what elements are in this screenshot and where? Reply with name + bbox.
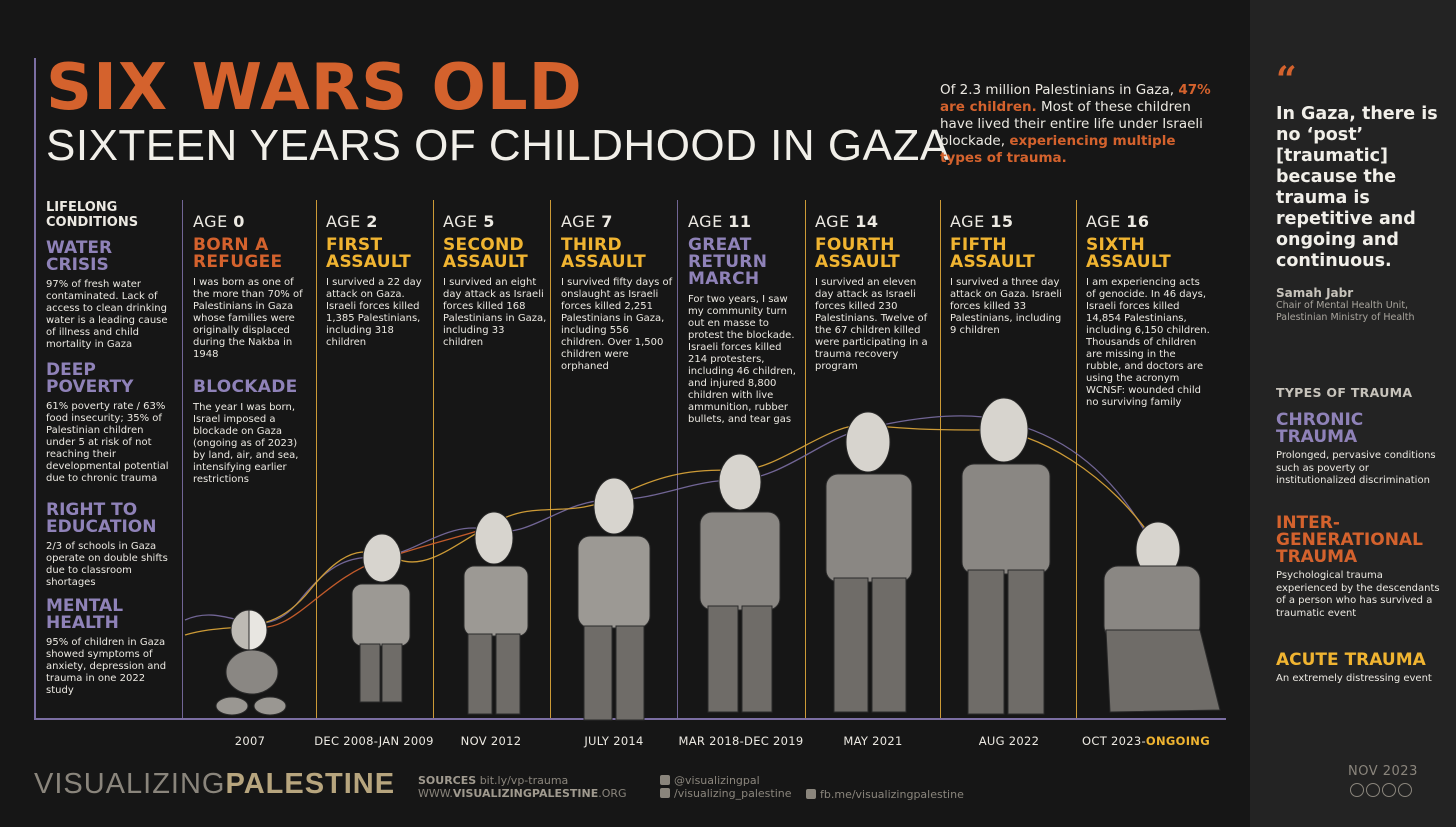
separator-line	[433, 200, 434, 718]
sidebar-panel	[1250, 0, 1456, 827]
child-figure-icon	[825, 411, 913, 713]
stage-age-2: AGE 2 FIRST ASSAULT I survived a 22 day …	[326, 212, 422, 348]
quote-author: Samah Jabr	[1276, 286, 1354, 300]
child-figure-icon	[351, 533, 411, 703]
site-link[interactable]: WWW.VISUALIZINGPALESTINE.ORG	[418, 787, 627, 800]
instagram-icon	[660, 788, 670, 798]
stage-date: MAY 2021	[843, 734, 903, 748]
condition-water: WATER CRISIS 97% of fresh water contamin…	[46, 238, 168, 351]
trauma-types-heading: TYPES OF TRAUMA	[1276, 385, 1413, 400]
main-panel: SIX WARS OLD SIXTEEN YEARS OF CHILDHOOD …	[34, 51, 1226, 801]
separator-line	[182, 200, 183, 718]
quote-author-role: Chair of Mental Health Unit, Palestinian…	[1276, 300, 1415, 323]
stage-date: NOV 2012	[460, 734, 522, 748]
condition-education: RIGHT TO EDUCATION 2/3 of schools in Gaz…	[46, 500, 168, 589]
lifelong-heading: LIFELONG CONDITIONS	[46, 200, 139, 230]
stage-age-0: AGE 0 BORN A REFUGEE I was born as one o…	[193, 212, 303, 485]
child-figure-icon	[463, 511, 529, 715]
page-subtitle: SIXTEEN YEARS OF CHILDHOOD IN GAZA	[46, 121, 950, 170]
stage-date: DEC 2008-JAN 2009	[314, 734, 434, 748]
sources-link[interactable]: bit.ly/vp-trauma	[479, 774, 569, 787]
stage-age-5: AGE 5 SECOND ASSAULT I survived an eight…	[443, 212, 547, 348]
date-stamp: NOV 2023	[1348, 764, 1418, 779]
stage-age-11: AGE 11 GREAT RETURN MARCH For two years,…	[688, 212, 796, 425]
child-figure-icon	[961, 397, 1051, 715]
separator-line	[940, 200, 941, 718]
trauma-type-chronic: CHRONIC TRAUMA Prolonged, pervasive cond…	[1276, 410, 1436, 487]
quote-text: In Gaza, there is no ‘post’ [traumatic] …	[1276, 104, 1438, 271]
stage-date: 2007	[234, 734, 266, 748]
stage-age-7: AGE 7 THIRD ASSAULT I survived fifty day…	[561, 212, 673, 372]
trauma-type-acute: ACUTE TRAUMA An extremely distressing ev…	[1276, 650, 1432, 685]
child-figure-icon	[1103, 521, 1221, 713]
quote-icon: “	[1276, 59, 1297, 101]
separator-line	[1076, 200, 1077, 718]
stage-date: JULY 2014	[584, 734, 644, 748]
left-accent-line	[34, 58, 36, 720]
child-figure-icon	[699, 453, 781, 713]
instagram-link[interactable]: /visualizing_palestine	[674, 787, 792, 800]
condition-mental-health: MENTAL HEALTH 95% of children in Gaza sh…	[46, 596, 167, 697]
stage-age-14: AGE 14 FOURTH ASSAULT I survived an elev…	[815, 212, 928, 372]
brand-logo: VISUALIZINGPALESTINE	[34, 768, 396, 800]
separator-line	[316, 200, 317, 718]
stage-date: AUG 2022	[978, 734, 1040, 748]
condition-poverty: DEEP POVERTY 61% poverty rate / 63% food…	[46, 360, 169, 485]
child-figure-icon	[577, 477, 651, 721]
creative-commons-icon	[1350, 782, 1414, 801]
separator-line	[550, 200, 551, 718]
stage-age-16: AGE 16 SIXTH ASSAULT I am experiencing a…	[1086, 212, 1210, 408]
page-title: SIX WARS OLD	[46, 51, 583, 125]
social-footer: @visualizingpal /visualizing_palestine	[660, 774, 792, 800]
child-figure-icon	[215, 609, 287, 716]
separator-line	[805, 200, 806, 718]
facebook-icon	[806, 789, 816, 799]
sources-footer: SOURCES bit.ly/vp-trauma WWW.VISUALIZING…	[418, 774, 627, 800]
stage-age-15: AGE 15 FIFTH ASSAULT I survived a three …	[950, 212, 1062, 336]
separator-line	[677, 200, 678, 718]
trauma-type-intergenerational: INTER-GENERATIONAL TRAUMA Psychological …	[1276, 513, 1440, 619]
stage-date: MAR 2018-DEC 2019	[678, 734, 804, 748]
facebook-link[interactable]: fb.me/visualizingpalestine	[820, 788, 964, 801]
twitter-link[interactable]: @visualizingpal	[674, 774, 760, 787]
facebook-footer: fb.me/visualizingpalestine	[806, 788, 964, 801]
stage-date: OCT 2023-ONGOING	[1082, 734, 1210, 748]
intro-text: Of 2.3 million Palestinians in Gaza, 47%…	[940, 82, 1211, 166]
child-figures-illustration	[184, 397, 1221, 721]
twitter-icon	[660, 775, 670, 785]
